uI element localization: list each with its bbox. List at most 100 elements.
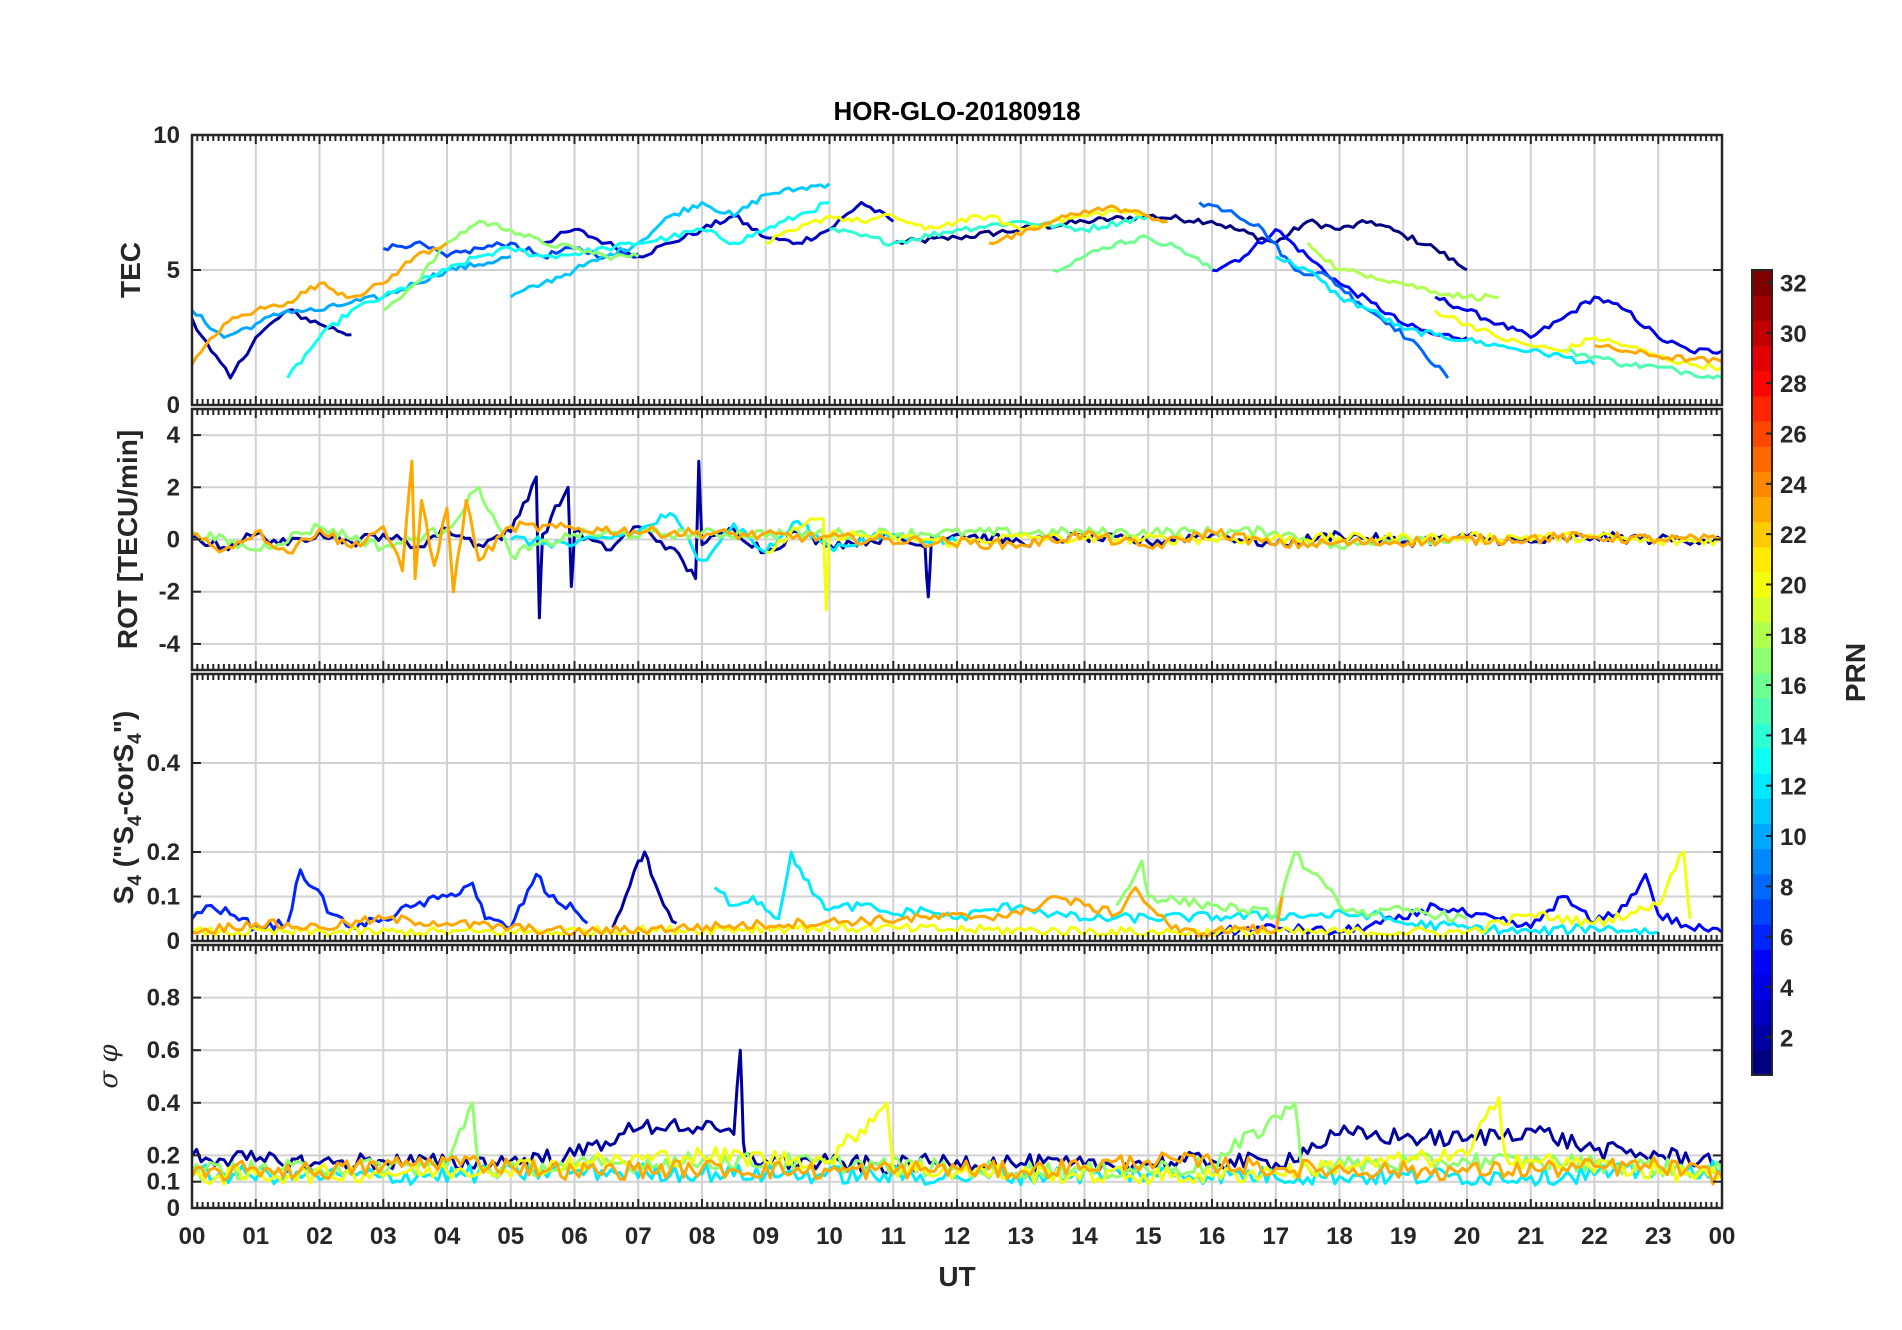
panel-sigma_phi-ytick-label: 0.2	[147, 1142, 180, 1169]
colorbar-segment	[1752, 873, 1772, 900]
series-line-prn-20	[1434, 309, 1722, 372]
panel-sigma_phi-ytick-label: 0.1	[147, 1169, 180, 1196]
colorbar-tick-label: 24	[1780, 472, 1807, 499]
colorbar-segment	[1752, 496, 1772, 523]
colorbar-segment	[1752, 974, 1772, 1001]
series-line-prn-4	[1434, 295, 1722, 355]
colorbar-segment	[1752, 949, 1772, 975]
x-tick-label: 03	[370, 1223, 397, 1250]
panel-tec-ytick-label: 0	[167, 392, 180, 419]
panel-s4-ytick-label: 0.1	[147, 884, 180, 911]
x-tick-label: 10	[816, 1223, 843, 1250]
panel-tec-ytick-label: 5	[167, 257, 180, 284]
series-line-prn-3	[542, 201, 895, 259]
x-tick-label: 23	[1645, 1223, 1672, 1250]
x-tick-label: 21	[1517, 1223, 1544, 1250]
colorbar-segment	[1752, 1024, 1772, 1051]
colorbar-segment	[1752, 924, 1772, 950]
colorbar-segment	[1752, 747, 1772, 774]
series-line-prn-23	[1594, 343, 1722, 364]
series-line-prn-23	[988, 204, 1168, 246]
colorbar-tick-label: 22	[1780, 522, 1807, 549]
panel-tec-ylabel: TEC	[115, 242, 146, 298]
colorbar-segment	[1752, 848, 1772, 875]
x-tick-label: 17	[1262, 1223, 1289, 1250]
colorbar-tick-label: 30	[1780, 321, 1807, 348]
series-line-prn-11	[509, 182, 831, 299]
panel-s4-ytick-label: 0.2	[147, 839, 180, 866]
panel-tec-series	[192, 182, 1722, 380]
x-tick-label: 00	[179, 1223, 206, 1250]
series-line-prn-1	[892, 213, 1468, 272]
panel-rot-ytick-label: 0	[167, 527, 180, 554]
colorbar-segment	[1752, 521, 1772, 548]
colorbar-tick-label: 28	[1780, 371, 1807, 398]
panel-s4-series	[192, 850, 1722, 939]
colorbar-label: PRN	[1840, 643, 1871, 702]
colorbar-tick-label: 32	[1780, 271, 1807, 298]
panel-rot-ylabel: ROT [TECU/min]	[112, 430, 143, 649]
colorbar-segment	[1752, 345, 1772, 372]
series-line-prn-14	[829, 214, 1150, 247]
series-line-prn-15	[1562, 348, 1722, 380]
series-line-prn-23	[192, 459, 1722, 594]
colorbar-tick-label: 2	[1780, 1025, 1793, 1052]
x-tick-label: 15	[1135, 1223, 1162, 1250]
colorbar-tick-label: 8	[1780, 874, 1793, 901]
colorbar-segment	[1752, 320, 1772, 347]
colorbar-segment	[1752, 546, 1772, 573]
colorbar-segment	[1752, 270, 1772, 296]
colorbar-tick-label: 4	[1780, 975, 1794, 1002]
colorbar-segment	[1752, 1049, 1772, 1076]
colorbar-tick-label: 26	[1780, 422, 1807, 449]
colorbar-frame	[1751, 269, 1773, 1076]
panel-sigma_phi: 00.10.2 0.4 0.6 0.8 σ φ 00 01 02 03 04 05 06 07 08 09 1…	[94, 943, 1736, 1250]
panel-s4-ylabel: S4 ("S4-corS4")	[108, 711, 146, 905]
panel-s4: 0 0.1 0.2 0.4S4 ("S4-corS4")	[108, 672, 1724, 955]
x-tick-label: 14	[1071, 1223, 1098, 1250]
colorbar-tick-label: 14	[1780, 723, 1807, 750]
x-tick-label: 20	[1454, 1223, 1481, 1250]
colorbar-tick-label: 16	[1780, 673, 1807, 700]
series-line-prn-12	[509, 511, 959, 562]
panel-rot-xticks	[191, 409, 1723, 670]
x-tick-label: 18	[1326, 1223, 1353, 1250]
series-line-prn-18	[1306, 242, 1500, 302]
panel-rot-series	[192, 459, 1722, 620]
x-tick-label: 05	[497, 1223, 524, 1250]
colorbar-segment	[1752, 697, 1772, 724]
panel-s4-xticks	[191, 674, 1723, 941]
colorbar-segment	[1752, 672, 1772, 699]
colorbar-tick-label: 12	[1780, 774, 1807, 801]
series-line-prn-20	[192, 850, 1692, 939]
colorbar-tick-label: 20	[1780, 572, 1807, 599]
panel-s4-ytick-label: 0.4	[147, 750, 181, 777]
series-line-prn-8	[1198, 201, 1450, 379]
colorbar-segment	[1752, 295, 1772, 321]
series-line-prn-17	[382, 219, 640, 312]
panel-sigma_phi-ytick-label: 0.4	[147, 1090, 181, 1117]
series-line-prn-23	[192, 241, 448, 366]
x-tick-label: 06	[561, 1223, 588, 1250]
series-line-prn-2	[611, 850, 678, 929]
colorbar-tick-label: 10	[1780, 824, 1807, 851]
colorbar-segment	[1752, 722, 1772, 749]
x-tick-label: 13	[1007, 1223, 1034, 1250]
colorbar-segment	[1752, 597, 1772, 623]
panel-tec: 0 5 10 TEC	[115, 122, 1724, 419]
panel-sigma_phi-ytick-label: 0.8	[147, 985, 180, 1012]
series-line-prn-7	[382, 240, 640, 260]
x-tick-label: 16	[1199, 1223, 1226, 1250]
x-tick-label: 00	[1709, 1223, 1736, 1250]
colorbar-segment	[1752, 999, 1772, 1026]
x-tick-label: 09	[752, 1223, 779, 1250]
series-line-prn-10	[192, 255, 512, 339]
x-tick-label: 08	[689, 1223, 716, 1250]
colorbar-segment	[1752, 395, 1772, 422]
x-tick-label: 22	[1581, 1223, 1608, 1250]
panel-rot-ytick-label: 2	[167, 474, 180, 501]
x-axis-label: UT	[938, 1261, 975, 1292]
series-line-prn-23	[192, 1151, 1722, 1186]
